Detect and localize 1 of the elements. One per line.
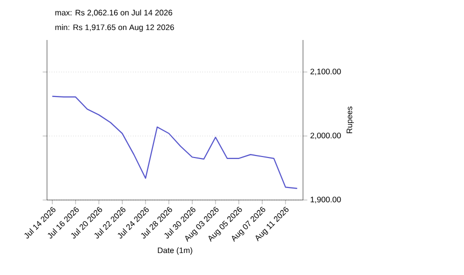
line-series (52, 96, 298, 190)
